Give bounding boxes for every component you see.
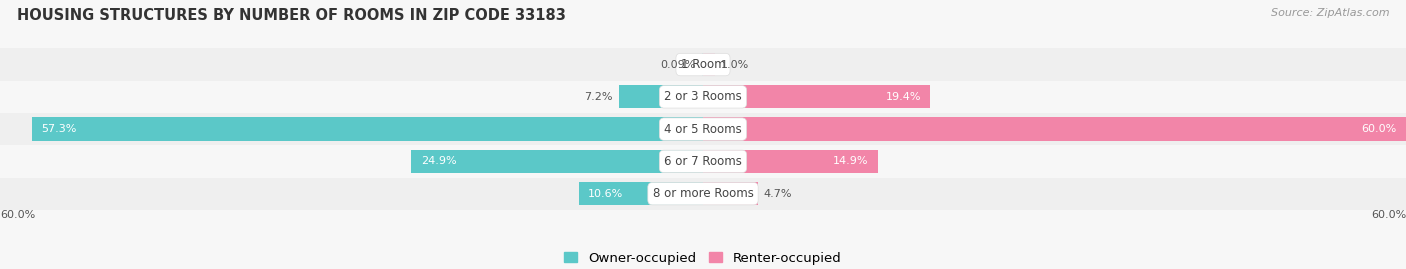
Bar bbox=[619, 85, 703, 108]
Bar bbox=[579, 182, 703, 205]
Bar bbox=[0, 113, 1406, 145]
Text: Source: ZipAtlas.com: Source: ZipAtlas.com bbox=[1271, 8, 1389, 18]
Bar bbox=[0, 48, 1406, 81]
Text: 1 Room: 1 Room bbox=[681, 58, 725, 71]
Text: HOUSING STRUCTURES BY NUMBER OF ROOMS IN ZIP CODE 33183: HOUSING STRUCTURES BY NUMBER OF ROOMS IN… bbox=[17, 8, 565, 23]
Bar bbox=[412, 150, 703, 173]
Text: 6 or 7 Rooms: 6 or 7 Rooms bbox=[664, 155, 742, 168]
Text: 57.3%: 57.3% bbox=[41, 124, 76, 134]
Text: 14.9%: 14.9% bbox=[832, 156, 868, 167]
Text: 60.0%: 60.0% bbox=[1361, 124, 1396, 134]
Bar bbox=[703, 85, 931, 108]
Text: 19.4%: 19.4% bbox=[886, 92, 921, 102]
Bar bbox=[31, 118, 703, 141]
Text: 24.9%: 24.9% bbox=[420, 156, 457, 167]
Text: 8 or more Rooms: 8 or more Rooms bbox=[652, 187, 754, 200]
Text: 60.0%: 60.0% bbox=[0, 210, 35, 220]
Bar bbox=[0, 145, 1406, 178]
Bar bbox=[0, 81, 1406, 113]
Bar bbox=[0, 178, 1406, 210]
Text: 2 or 3 Rooms: 2 or 3 Rooms bbox=[664, 90, 742, 103]
Bar bbox=[703, 182, 758, 205]
Bar bbox=[703, 150, 877, 173]
Text: 0.09%: 0.09% bbox=[661, 59, 696, 70]
Text: 60.0%: 60.0% bbox=[1371, 210, 1406, 220]
Text: 4 or 5 Rooms: 4 or 5 Rooms bbox=[664, 123, 742, 136]
Legend: Owner-occupied, Renter-occupied: Owner-occupied, Renter-occupied bbox=[564, 252, 842, 264]
Bar bbox=[703, 53, 714, 76]
Bar bbox=[703, 118, 1406, 141]
Text: 10.6%: 10.6% bbox=[588, 189, 623, 199]
Text: 7.2%: 7.2% bbox=[585, 92, 613, 102]
Text: 4.7%: 4.7% bbox=[763, 189, 793, 199]
Text: 1.0%: 1.0% bbox=[721, 59, 749, 70]
